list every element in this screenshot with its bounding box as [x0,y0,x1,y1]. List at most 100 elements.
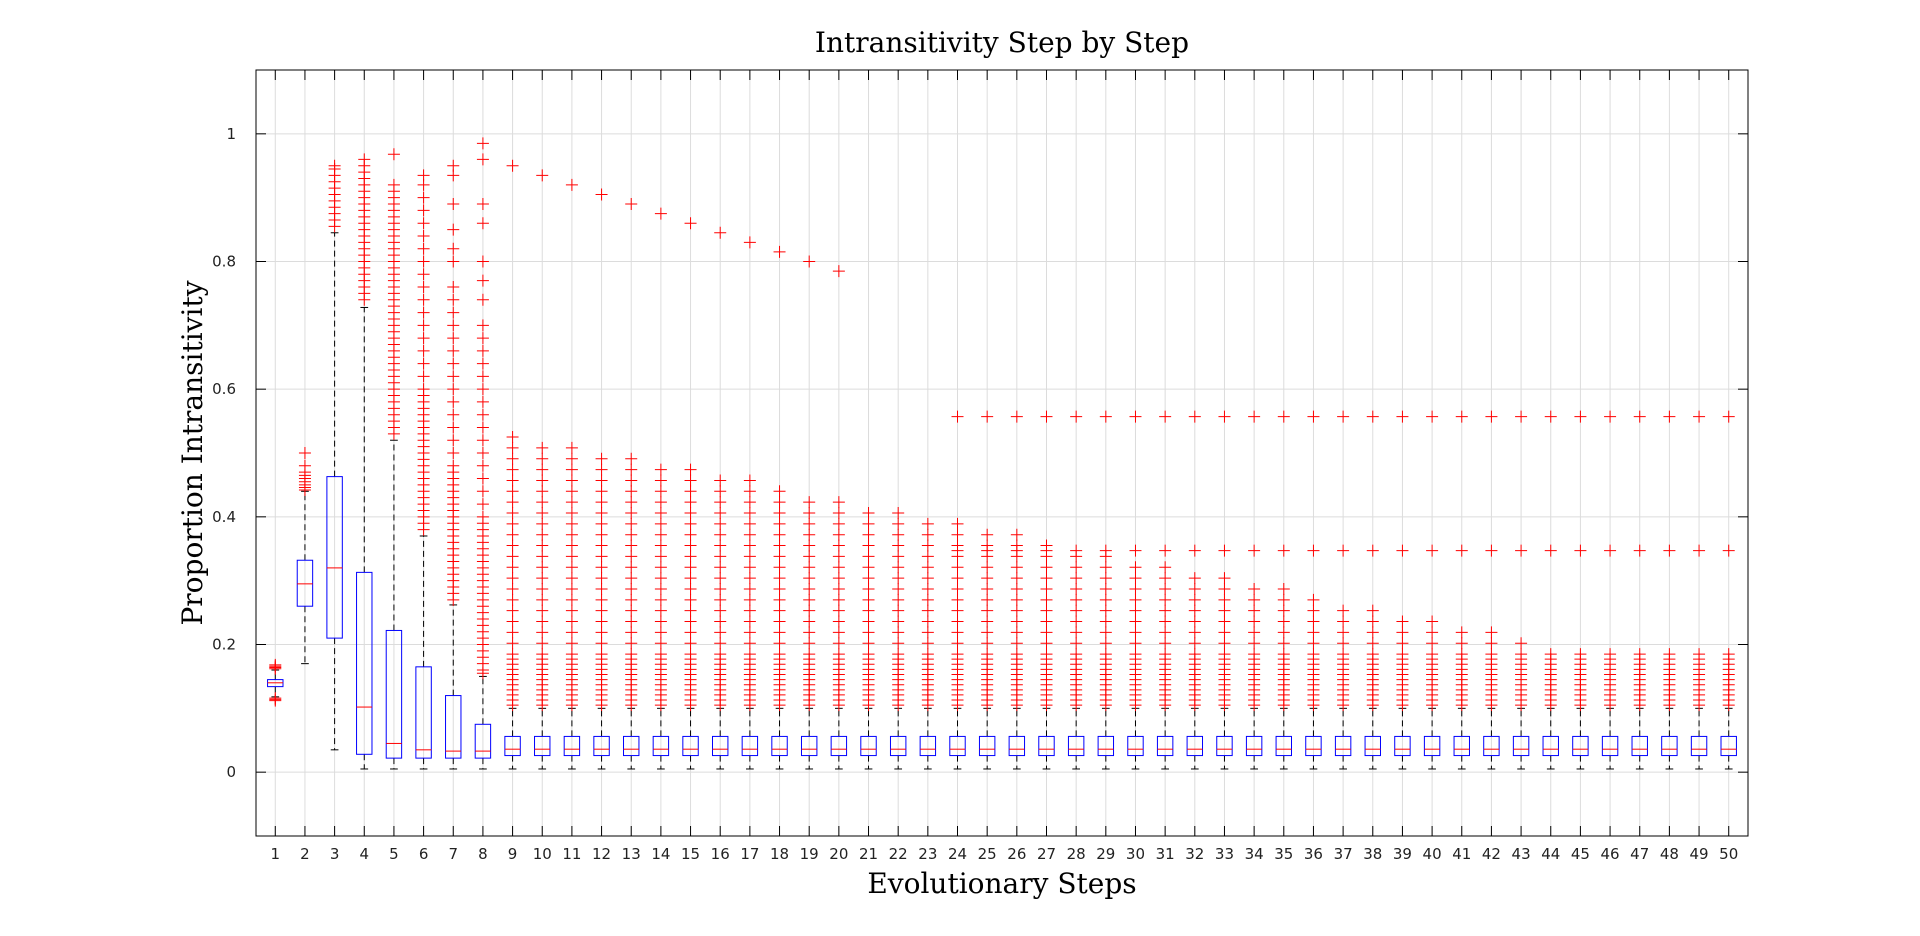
box-13 [623,707,640,770]
outlier-point [1337,615,1350,628]
outlier-point [1455,648,1468,661]
outlier-point [447,306,460,319]
outlier-point [1070,582,1083,595]
outlier-point [684,604,697,617]
outlier-point [1693,544,1706,557]
outlier-point [921,637,934,650]
outlier-point [773,626,786,639]
outlier-point [714,550,727,563]
outlier-point [654,507,667,520]
x-tick-label: 39 [1393,845,1412,863]
x-tick-label: 49 [1690,845,1709,863]
outlier-point [595,474,608,487]
outlier-point [1070,593,1083,606]
outlier-point [625,485,638,498]
outlier-point [743,236,756,249]
outlier-point [1248,410,1261,423]
outlier-point [476,408,489,421]
outlier-point [1485,648,1498,661]
x-tick-label: 38 [1363,845,1382,863]
outlier-point [773,582,786,595]
outlier-point [565,539,578,552]
box-32 [1186,707,1204,770]
outlier-point [565,517,578,530]
x-tick-label: 12 [592,845,611,863]
outlier-point [595,485,608,498]
y-tick-label: 1 [226,125,236,143]
outlier-point [565,507,578,520]
outlier-point [417,217,430,230]
outlier-point [1070,561,1083,574]
outlier-point [1040,544,1053,557]
outlier-point [892,615,905,628]
x-tick-label: 13 [622,845,641,863]
x-tick-label: 4 [359,845,369,863]
outlier-point [803,648,816,661]
outlier-point [1277,582,1290,595]
outlier-point [921,582,934,595]
outlier-point [1040,637,1053,650]
outlier-point [476,434,489,447]
box-39 [1394,707,1411,770]
outlier-point [1633,544,1646,557]
outlier-point [625,474,638,487]
outlier-point [654,463,667,476]
outlier-point [625,615,638,628]
outlier-point [892,637,905,650]
x-axis-label: Evolutionary Steps [867,867,1136,900]
x-tick-label: 41 [1452,845,1471,863]
outlier-point [803,615,816,628]
outlier-point [803,604,816,617]
outlier-point [536,507,549,520]
box-11 [563,707,581,770]
x-tick-label: 37 [1334,845,1353,863]
outlier-point [417,370,430,383]
box-iqr [1542,735,1559,757]
box-5 [385,439,403,770]
outlier-point [862,550,875,563]
outlier-point [1426,626,1439,639]
outlier-point [595,561,608,574]
outlier-point [921,615,934,628]
outlier-point [832,550,845,563]
outlier-point [892,517,905,530]
outlier-point [536,572,549,585]
outliers-28 [1070,410,1083,712]
outlier-point [1248,637,1261,650]
x-tick-label: 3 [330,845,340,863]
outlier-point [1248,544,1261,557]
chart-title: Intransitivity Step by Step [815,26,1189,59]
outlier-point [981,648,994,661]
outlier-point [951,604,964,617]
outliers-35 [1277,410,1290,712]
box-layer [267,232,1737,770]
outliers-47 [1633,410,1646,712]
x-tick-label: 9 [508,845,518,863]
outlier-point [1129,615,1142,628]
outlier-point [1218,648,1231,661]
box-iqr [1572,735,1589,757]
outlier-point [536,441,549,454]
outlier-point [1188,648,1201,661]
y-tick-label: 0.6 [212,380,236,398]
box-iqr [889,735,907,757]
outlier-point [269,658,282,671]
outlier-point [1188,615,1201,628]
outlier-point [1248,626,1261,639]
box-iqr [1067,735,1085,757]
outlier-point [1337,648,1350,661]
box-iqr [800,735,818,757]
outlier-point [773,528,786,541]
outlier-point [773,593,786,606]
outlier-point [714,582,727,595]
outliers-23 [921,517,934,712]
outlier-point [595,496,608,509]
outlier-point [892,528,905,541]
outlier-point [447,281,460,294]
outliers-19 [803,255,816,712]
outliers-43 [1515,410,1528,712]
outlier-point [981,544,994,557]
outliers-39 [1396,410,1409,712]
outlier-point [1307,604,1320,617]
outlier-point [862,648,875,661]
